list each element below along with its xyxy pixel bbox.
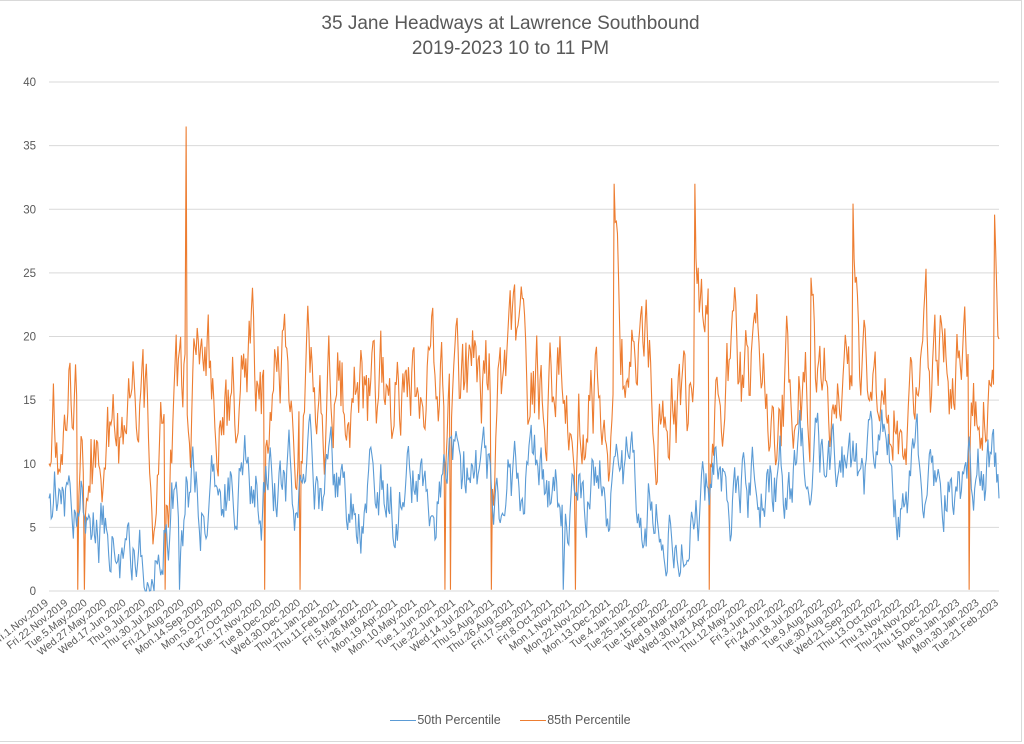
svg-text:40: 40 bbox=[23, 77, 36, 89]
svg-text:5: 5 bbox=[30, 522, 36, 534]
svg-text:35: 35 bbox=[23, 141, 36, 153]
svg-text:25: 25 bbox=[23, 268, 36, 280]
svg-text:30: 30 bbox=[23, 204, 36, 216]
svg-text:15: 15 bbox=[23, 395, 36, 407]
svg-text:10: 10 bbox=[23, 459, 36, 471]
svg-text:0: 0 bbox=[30, 586, 36, 598]
svg-text:20: 20 bbox=[23, 332, 36, 344]
